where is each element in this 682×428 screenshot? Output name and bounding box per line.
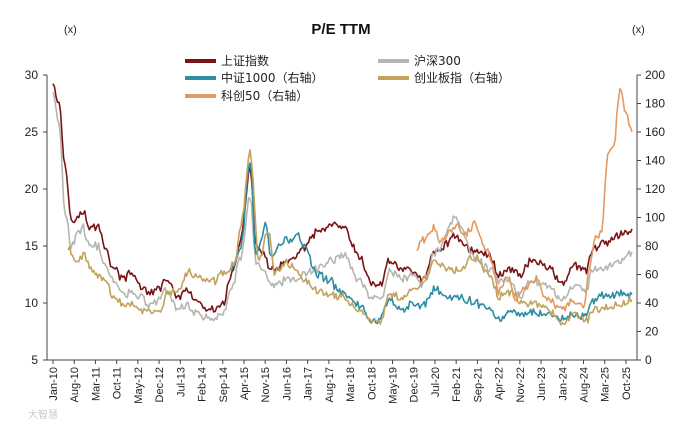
x-tick-label: Jan-10 bbox=[48, 367, 60, 401]
legend-label: 上证指数 bbox=[221, 53, 269, 68]
left-tick-label: 30 bbox=[25, 68, 39, 82]
legend: 上证指数 沪深300 中证1000（右轴） 创业板指（右轴） 科创50（右轴） bbox=[185, 53, 510, 103]
legend-label: 创业板指（右轴） bbox=[414, 70, 510, 85]
x-tick-label: Jul-13 bbox=[175, 367, 187, 397]
x-axis-ticks: Jan-10 Aug-10 Mar-11 Oct-11 May-12 Dec-12 Jul-… bbox=[48, 360, 633, 404]
x-tick-label: Mar-18 bbox=[345, 367, 357, 402]
x-tick-label: Sep-21 bbox=[472, 367, 484, 402]
right-tick-label: 160 bbox=[645, 125, 665, 139]
right-tick-label: 180 bbox=[645, 97, 665, 111]
legend-label: 中证1000（右轴） bbox=[221, 70, 324, 85]
x-tick-label: Mar-11 bbox=[90, 367, 102, 401]
left-tick-label: 5 bbox=[31, 353, 38, 367]
plot-lines bbox=[52, 83, 633, 326]
x-tick-label: May-19 bbox=[388, 367, 400, 404]
x-tick-label: Aug-10 bbox=[69, 367, 81, 402]
left-axis-unit: (x) bbox=[64, 24, 77, 36]
x-tick-label: Apr-22 bbox=[494, 367, 506, 400]
right-tick-label: 140 bbox=[645, 154, 665, 168]
x-tick-label: Jul-20 bbox=[430, 367, 442, 397]
right-tick-label: 0 bbox=[645, 353, 652, 367]
series-line bbox=[416, 88, 633, 312]
right-axis-ticks: 0 20 40 60 80 100 120 140 160 180 200 bbox=[637, 68, 665, 367]
x-tick-label: Apr-15 bbox=[239, 367, 251, 400]
right-tick-label: 60 bbox=[645, 268, 659, 282]
left-axis-ticks: 5 10 15 20 25 30 bbox=[25, 68, 47, 367]
x-tick-label: Jun-16 bbox=[281, 367, 293, 401]
x-tick-label: Feb-21 bbox=[451, 367, 463, 402]
x-tick-label: Jan-17 bbox=[303, 367, 315, 401]
series-line bbox=[52, 83, 633, 313]
right-tick-label: 120 bbox=[645, 182, 665, 196]
left-tick-label: 25 bbox=[25, 125, 39, 139]
legend-label: 沪深300 bbox=[414, 54, 461, 68]
x-tick-label: Mar-25 bbox=[600, 367, 612, 402]
right-tick-label: 20 bbox=[645, 325, 659, 339]
x-tick-label: Aug-17 bbox=[324, 367, 336, 402]
x-tick-label: Aug-24 bbox=[578, 367, 590, 402]
x-tick-label: Oct-18 bbox=[366, 367, 378, 400]
left-tick-label: 20 bbox=[25, 182, 39, 196]
right-tick-label: 100 bbox=[645, 211, 665, 225]
x-tick-label: Jun-23 bbox=[536, 367, 548, 401]
left-tick-label: 10 bbox=[25, 296, 39, 310]
x-tick-label: Feb-14 bbox=[197, 367, 209, 402]
right-tick-label: 200 bbox=[645, 68, 665, 82]
x-tick-label: Nov-15 bbox=[260, 367, 272, 402]
right-tick-label: 80 bbox=[645, 239, 659, 253]
x-tick-label: Dec-19 bbox=[409, 367, 421, 402]
x-tick-label: Nov-22 bbox=[515, 367, 527, 402]
x-tick-label: Sep-14 bbox=[218, 367, 230, 402]
chart-title: P/E TTM bbox=[311, 21, 370, 38]
legend-label: 科创50（右轴） bbox=[221, 88, 308, 103]
right-tick-label: 40 bbox=[645, 296, 659, 310]
x-tick-label: Oct-11 bbox=[112, 367, 124, 399]
series-line bbox=[228, 162, 633, 325]
watermark-text: 大智慧 bbox=[28, 408, 58, 421]
x-tick-label: May-12 bbox=[133, 367, 145, 404]
x-tick-label: Jan-24 bbox=[557, 367, 569, 401]
x-tick-label: Dec-12 bbox=[154, 367, 166, 402]
right-axis-unit: (x) bbox=[632, 24, 645, 36]
series-line bbox=[67, 149, 633, 326]
x-tick-label: Oct-25 bbox=[621, 367, 633, 400]
left-tick-label: 15 bbox=[25, 239, 39, 253]
